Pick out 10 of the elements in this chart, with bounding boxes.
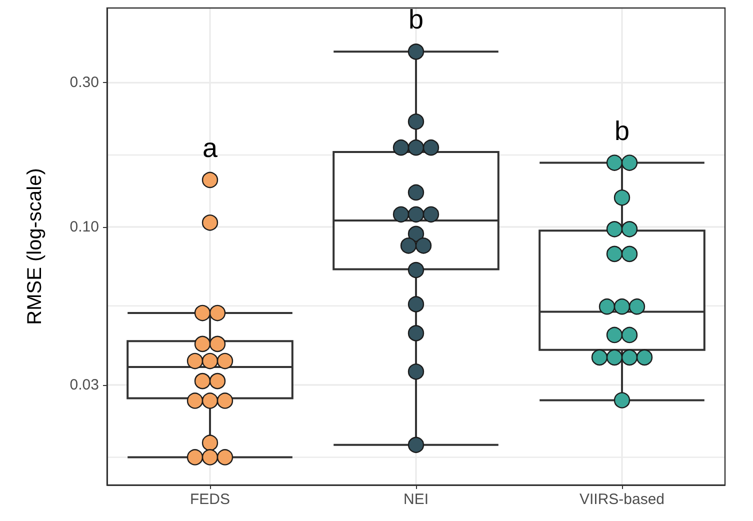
x-tick-label: FEDS bbox=[190, 491, 230, 508]
y-tick-label: 0.03 bbox=[70, 376, 99, 394]
y-tick-label: 0.10 bbox=[70, 218, 99, 236]
annotation: a bbox=[202, 132, 218, 163]
y-axis-title: RMSE (log-scale) bbox=[24, 168, 46, 325]
annotation: b bbox=[614, 116, 630, 146]
x-tick-label: VIIRS-based bbox=[579, 491, 665, 508]
x-tick-label: NEI bbox=[403, 491, 429, 508]
y-tick-label: 0.30 bbox=[70, 74, 99, 92]
annotation: b bbox=[408, 4, 424, 35]
